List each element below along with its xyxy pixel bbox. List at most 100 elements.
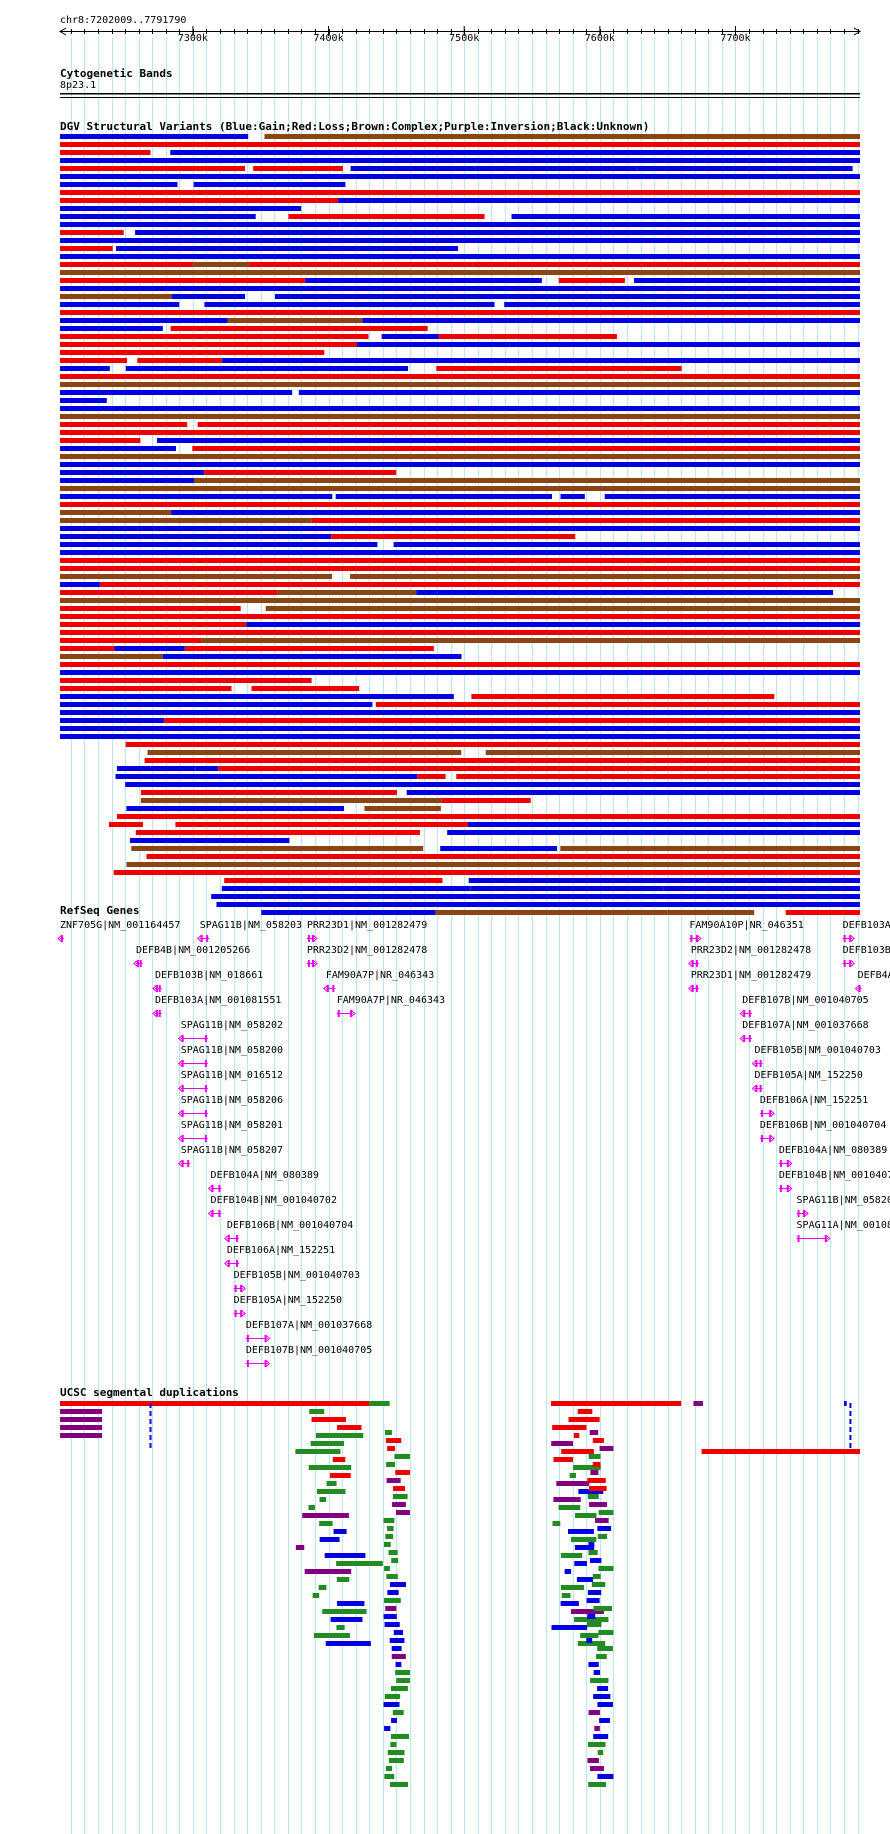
gene-strand-arrow	[854, 984, 860, 993]
segdup-feature	[302, 1513, 349, 1518]
segdup-feature	[580, 1633, 599, 1638]
gene-exon	[759, 1060, 762, 1067]
gene-exon	[158, 985, 161, 992]
segdup-feature	[593, 1670, 601, 1675]
gene-strand-arrow	[687, 984, 694, 993]
segdup-feature	[383, 1614, 397, 1619]
gene-exon	[337, 1010, 340, 1017]
gene-exon	[181, 1060, 184, 1067]
sv-feature	[60, 190, 860, 195]
sv-feature	[146, 854, 860, 859]
segdup-feature	[311, 1417, 347, 1422]
segdup-feature	[60, 1417, 103, 1422]
gene-exon	[695, 985, 698, 992]
sv-feature	[60, 214, 256, 219]
segdup-feature	[590, 1678, 609, 1683]
sv-feature	[170, 326, 428, 331]
sv-feature	[60, 606, 241, 611]
segdup-feature	[390, 1582, 407, 1587]
gene-label: DEFB103B|	[842, 945, 890, 956]
gene-label: FAM90A10P|NR_046351	[689, 920, 804, 931]
segdup-feature	[149, 1419, 152, 1424]
segdup-feature	[388, 1550, 398, 1555]
gene-exon	[797, 1210, 800, 1217]
segdup-feature	[386, 1574, 398, 1579]
segdup-feature	[844, 1401, 847, 1406]
sv-feature	[485, 750, 860, 755]
sv-feature	[60, 374, 860, 379]
sv-feature	[375, 702, 860, 707]
gene-label: FAM90A7P|NR_046343	[325, 970, 435, 981]
segdup-feature	[552, 1425, 587, 1430]
sv-feature	[140, 790, 397, 795]
segdup-feature	[571, 1537, 597, 1542]
gene-label: SPAG11B|NM_058206	[180, 1095, 284, 1106]
sv-feature	[99, 582, 860, 587]
segdup-feature	[392, 1494, 408, 1499]
segdup-feature	[553, 1457, 574, 1462]
sv-feature	[335, 494, 552, 499]
sv-feature	[60, 406, 860, 411]
sv-feature	[60, 710, 860, 715]
sv-feature	[60, 358, 127, 363]
segdup-feature	[592, 1438, 604, 1443]
sv-feature	[60, 422, 188, 427]
sv-feature	[201, 638, 861, 643]
segdup-feature	[577, 1577, 594, 1582]
sv-feature	[197, 422, 860, 427]
sv-feature	[60, 686, 232, 691]
sv-feature	[60, 734, 860, 739]
segdup-feature	[326, 1481, 337, 1486]
sv-feature	[60, 558, 860, 563]
sv-feature	[60, 638, 202, 643]
segdup-feature	[393, 1630, 404, 1635]
sv-feature	[467, 822, 786, 827]
sv-feature	[356, 342, 510, 347]
segdup-feature	[308, 1505, 315, 1510]
gene-label: ZNF705G|NM_001164457	[60, 920, 181, 931]
segdup-feature	[551, 1625, 588, 1630]
segdup-feature	[336, 1625, 345, 1630]
gene-strand-arrow	[323, 984, 329, 993]
sv-feature	[60, 654, 163, 659]
sv-feature	[60, 622, 247, 627]
segdup-feature	[391, 1558, 399, 1563]
sv-feature	[60, 446, 176, 451]
sv-feature	[785, 822, 815, 827]
sv-feature	[60, 454, 860, 459]
gene-strand-arrow	[312, 934, 318, 943]
gene-label: SPAG11B|NM_058207	[180, 1145, 284, 1156]
segdup-feature	[849, 1419, 852, 1424]
segdup-feature	[395, 1662, 402, 1667]
segdup-feature	[384, 1774, 395, 1779]
sv-feature	[264, 134, 860, 139]
segdup-feature	[598, 1510, 614, 1515]
segdup-feature	[385, 1766, 393, 1771]
sv-feature	[357, 694, 454, 699]
gene-strand-arrow	[751, 1084, 757, 1093]
segdup-feature	[560, 1585, 585, 1590]
sv-feature	[60, 470, 205, 475]
gene-label: DEFB103A|	[842, 920, 890, 931]
sv-feature	[218, 766, 861, 771]
gene-exon	[204, 1060, 207, 1067]
sv-feature	[350, 574, 860, 579]
gene-exon	[204, 1110, 207, 1117]
sv-feature	[129, 838, 290, 843]
sv-feature	[667, 910, 755, 915]
gene-strand-arrow	[849, 959, 855, 968]
segdup-feature	[593, 1606, 612, 1611]
segdup-feature	[560, 1601, 579, 1606]
segdup-feature	[295, 1545, 305, 1550]
gene-exon	[349, 1010, 352, 1017]
gene-exon	[236, 1260, 239, 1267]
gene-exon	[743, 1010, 746, 1017]
segdup-feature	[149, 1403, 152, 1408]
cytoband-track-title: Cytogenetic Bands	[60, 67, 173, 80]
gene-exon	[158, 1010, 161, 1017]
sv-feature	[184, 646, 434, 651]
gene-label: SPAG11B|NM_058201	[180, 1120, 284, 1131]
segdup-feature	[592, 1574, 601, 1579]
segdup-feature	[587, 1478, 606, 1483]
gene-label: FAM90A7P|NR_046343	[336, 995, 446, 1006]
